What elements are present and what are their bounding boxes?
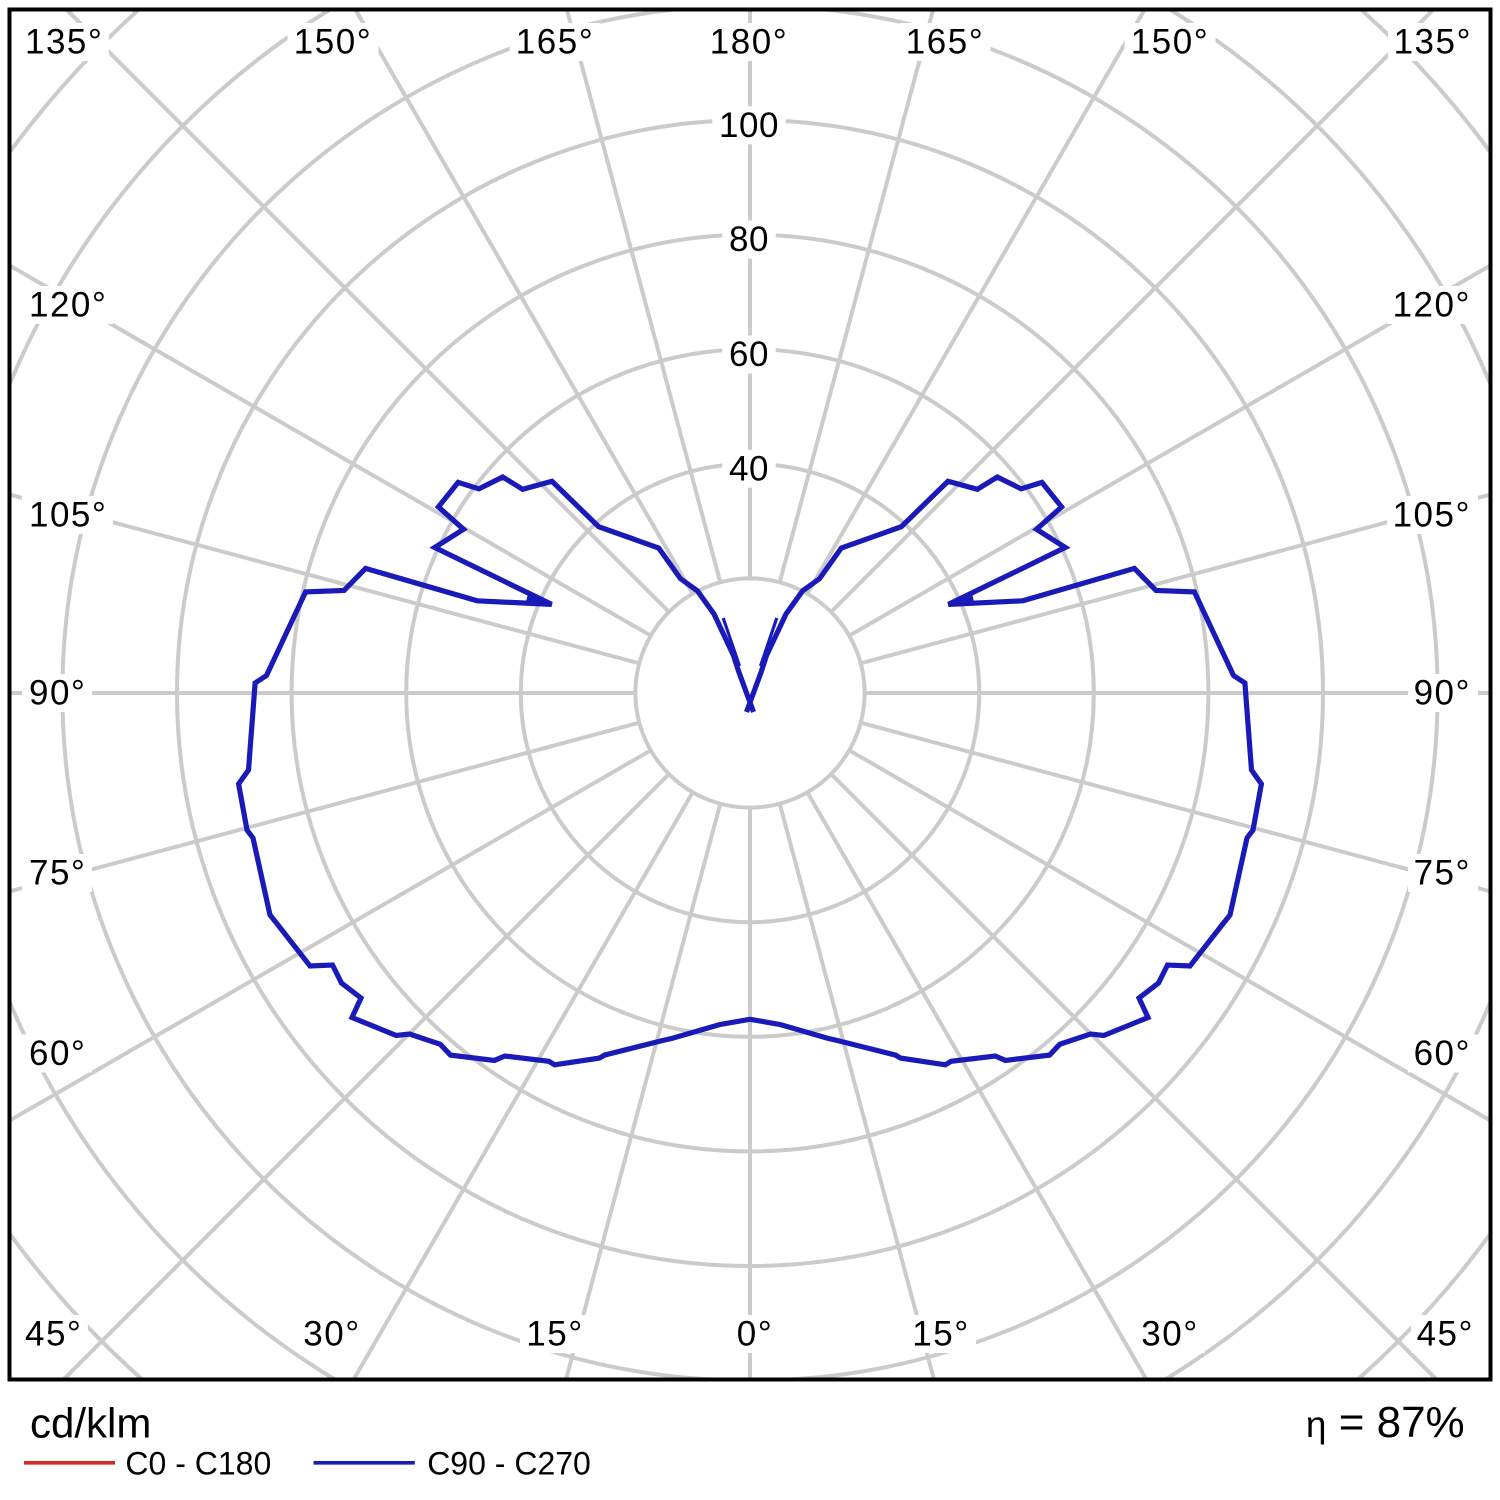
svg-text:165°: 165° bbox=[516, 23, 594, 62]
svg-text:120°: 120° bbox=[29, 286, 107, 325]
svg-text:105°: 105° bbox=[29, 496, 107, 535]
svg-text:0°: 0° bbox=[737, 1315, 773, 1354]
svg-text:120°: 120° bbox=[1393, 286, 1471, 325]
svg-text:80: 80 bbox=[729, 220, 769, 259]
svg-text:η = 87%: η = 87% bbox=[1306, 1398, 1465, 1447]
svg-text:30°: 30° bbox=[1141, 1315, 1198, 1354]
svg-text:90°: 90° bbox=[1414, 674, 1471, 713]
svg-text:180°: 180° bbox=[710, 23, 788, 62]
svg-text:C0 - C180: C0 - C180 bbox=[125, 1446, 271, 1482]
svg-text:60°: 60° bbox=[29, 1034, 86, 1073]
svg-text:135°: 135° bbox=[1394, 23, 1472, 62]
svg-text:150°: 150° bbox=[294, 23, 372, 62]
svg-text:cd/klm: cd/klm bbox=[30, 1400, 151, 1447]
svg-text:60: 60 bbox=[729, 335, 769, 374]
svg-text:75°: 75° bbox=[29, 854, 86, 893]
svg-text:45°: 45° bbox=[1417, 1315, 1474, 1354]
svg-text:45°: 45° bbox=[25, 1315, 82, 1354]
svg-text:15°: 15° bbox=[912, 1315, 969, 1354]
svg-text:30°: 30° bbox=[303, 1315, 360, 1354]
svg-text:15°: 15° bbox=[526, 1315, 583, 1354]
svg-text:165°: 165° bbox=[906, 23, 984, 62]
svg-text:75°: 75° bbox=[1414, 854, 1471, 893]
svg-text:105°: 105° bbox=[1393, 496, 1471, 535]
svg-text:C90 - C270: C90 - C270 bbox=[427, 1446, 591, 1482]
svg-text:40: 40 bbox=[729, 449, 769, 488]
svg-text:90°: 90° bbox=[29, 674, 86, 713]
svg-text:150°: 150° bbox=[1131, 23, 1209, 62]
svg-text:100: 100 bbox=[719, 106, 779, 145]
svg-text:135°: 135° bbox=[25, 23, 103, 62]
svg-text:60°: 60° bbox=[1414, 1034, 1471, 1073]
